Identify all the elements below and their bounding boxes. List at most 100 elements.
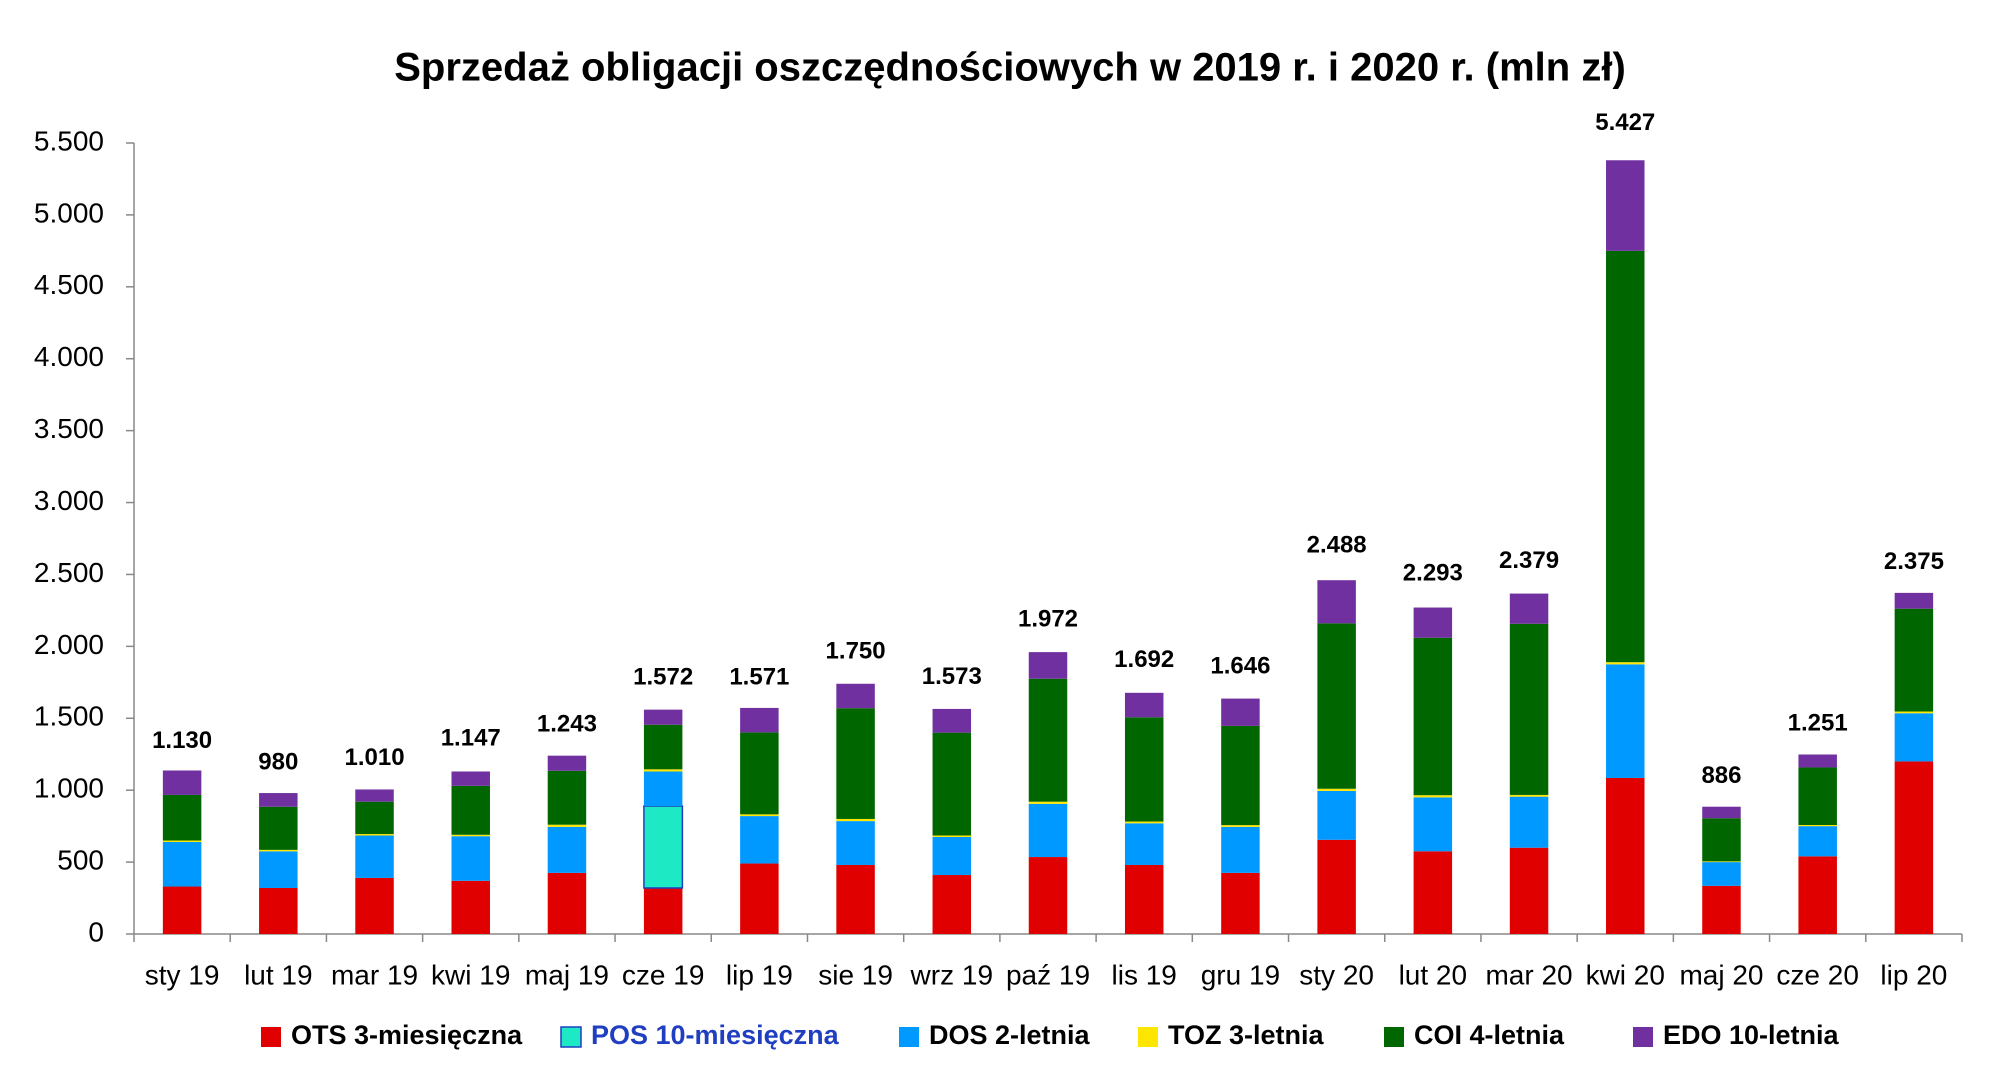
- bar-segment: [1317, 788, 1356, 791]
- bar-segment: [1606, 662, 1645, 665]
- x-tick-label: sty 19: [145, 959, 220, 990]
- x-tick-label: maj 20: [1679, 959, 1763, 990]
- legend-swatch: [1138, 1027, 1158, 1047]
- bar-segment: [162, 841, 202, 887]
- x-tick-label: cze 19: [622, 959, 705, 990]
- bar-segment: [1702, 818, 1741, 862]
- total-label: 980: [258, 748, 298, 775]
- total-label: 1.692: [1114, 646, 1174, 673]
- bar-segment: [1124, 692, 1164, 718]
- bar-segment: [259, 851, 298, 888]
- bar-segment: [547, 770, 587, 825]
- bar-segment: [1509, 623, 1549, 795]
- bar-segment: [1702, 885, 1741, 934]
- bar-segment: [1028, 678, 1068, 802]
- bar-segment: [1028, 857, 1068, 934]
- legend-swatch: [899, 1027, 919, 1047]
- x-tick-label: kwi 19: [431, 959, 510, 990]
- y-tick-label: 0: [88, 916, 104, 947]
- y-tick-label: 500: [57, 844, 104, 875]
- x-tick-label: gru 19: [1201, 959, 1280, 990]
- bar-segment: [355, 801, 394, 835]
- bar-segment: [1894, 592, 1934, 609]
- bar-segment: [259, 793, 298, 807]
- total-label: 1.243: [537, 711, 597, 738]
- bar-segment: [836, 821, 875, 865]
- bar-segment: [1317, 790, 1356, 840]
- bar-segment: [643, 771, 683, 807]
- total-label: 886: [1701, 762, 1741, 789]
- total-label: 1.572: [633, 663, 693, 690]
- bar-segment: [1221, 872, 1260, 934]
- bar-segment: [1798, 826, 1837, 857]
- bar-segment: [1413, 637, 1453, 796]
- bar-segment: [162, 794, 202, 841]
- bar-segment: [1509, 847, 1549, 934]
- total-label: 1.251: [1788, 709, 1848, 736]
- total-label: 2.379: [1499, 547, 1559, 574]
- bar-segment: [259, 887, 298, 934]
- total-label: 5.427: [1595, 109, 1655, 136]
- bar-segment: [451, 771, 490, 786]
- bar-segment: [1798, 856, 1837, 934]
- bar-segment: [1894, 761, 1934, 934]
- bar-segment: [1894, 608, 1934, 712]
- y-tick-label: 2.500: [34, 557, 104, 588]
- legend-label: OTS 3-miesięczna: [291, 1020, 523, 1050]
- bar-segment: [547, 872, 587, 934]
- total-label: 1.972: [1018, 606, 1078, 633]
- bar-segment: [355, 877, 394, 934]
- y-tick-label: 1.500: [34, 701, 104, 732]
- bar-segment: [1317, 580, 1356, 624]
- bar-segment: [1413, 797, 1453, 852]
- bar-segment: [1606, 664, 1645, 778]
- x-tick-label: lut 19: [244, 959, 313, 990]
- bar-segment: [1606, 777, 1645, 934]
- bar-segment: [1702, 862, 1741, 886]
- x-tick-label: lis 19: [1112, 959, 1177, 990]
- y-tick-label: 5.000: [34, 197, 104, 228]
- bar-segment: [1798, 754, 1837, 768]
- legend-label: EDO 10-letnia: [1663, 1020, 1840, 1050]
- bar-segment: [162, 770, 202, 795]
- bar-segment: [1221, 698, 1260, 726]
- bar-segment: [1221, 725, 1260, 826]
- total-label: 2.293: [1403, 560, 1463, 587]
- bar-segment: [1028, 652, 1068, 679]
- bar-segment: [836, 818, 875, 822]
- legend-label: POS 10-miesięczna: [591, 1020, 840, 1050]
- bar-segment: [259, 806, 298, 850]
- x-tick-label: maj 19: [525, 959, 609, 990]
- bar-segment: [1124, 717, 1164, 822]
- bar-segment: [1894, 713, 1934, 762]
- bar-segment: [162, 840, 202, 842]
- bar-segment: [259, 849, 298, 852]
- bar-segment: [1221, 826, 1260, 873]
- bar-segment: [740, 814, 779, 817]
- bar-segment: [932, 836, 972, 876]
- bar-segment: [451, 880, 490, 934]
- bar-segment: [355, 789, 394, 802]
- bar-segment: [1317, 839, 1356, 934]
- x-tick-label: lut 20: [1399, 959, 1468, 990]
- bar-segment: [1606, 160, 1645, 251]
- bar-segment: [643, 724, 683, 770]
- bar-segment: [1317, 623, 1356, 789]
- bar-segment: [1702, 806, 1741, 819]
- x-tick-label: wrz 19: [910, 959, 993, 990]
- legend-swatch: [1384, 1027, 1404, 1047]
- x-tick-label: cze 20: [1776, 959, 1859, 990]
- chart-title: Sprzedaż obligacji oszczędnościowych w 2…: [394, 46, 1626, 90]
- bar-segment: [451, 834, 490, 837]
- legend-swatch: [261, 1027, 281, 1047]
- bar-segment: [932, 835, 972, 837]
- bar-segment: [547, 826, 587, 873]
- total-label: 1.010: [344, 744, 404, 771]
- legend-label: DOS 2-letnia: [929, 1020, 1091, 1050]
- bar-segment: [355, 834, 394, 836]
- bar-segment: [451, 785, 490, 835]
- total-label: 1.130: [152, 727, 212, 754]
- bar-segment: [1124, 823, 1164, 865]
- bar-segment: [1413, 795, 1453, 798]
